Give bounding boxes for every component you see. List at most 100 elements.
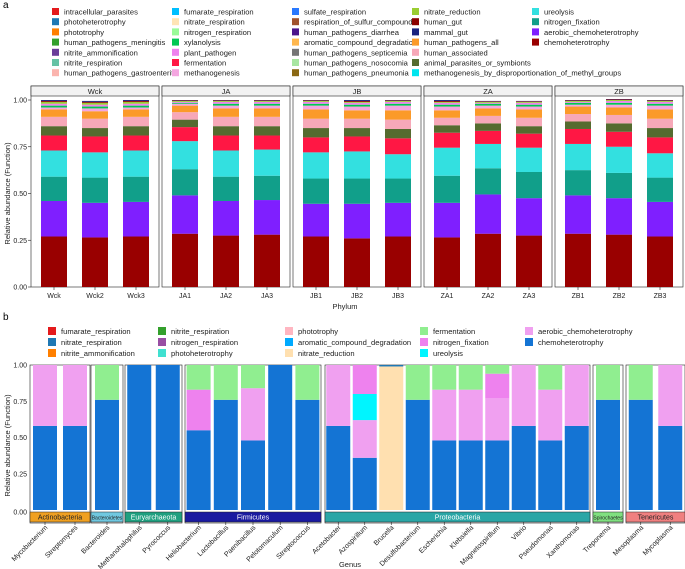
bar-segment-a [344, 178, 370, 204]
legend-b-label: photoheterotrophy [171, 349, 233, 358]
x-tick-label-a: JA2 [220, 293, 232, 300]
facet-title-a: ZB [614, 87, 624, 96]
bar-segment-a [82, 152, 108, 178]
bar-segment-a [254, 116, 280, 127]
x-axis-title-a: Phylum [332, 302, 357, 311]
bar-segment-b [538, 440, 563, 510]
legend-b-label: nitrogen_respiration [171, 338, 238, 347]
legend-a-label: human_associated [424, 48, 488, 57]
legend-a-label: aerobic_chemoheterotrophy [544, 28, 639, 37]
legend-a-swatch [172, 28, 179, 36]
bar-segment-a [565, 104, 591, 107]
bar-segment-b [186, 389, 211, 431]
bar-segment-a [516, 102, 542, 105]
bar-segment-a [82, 111, 108, 119]
legend-b-swatch [48, 327, 56, 335]
legend-a-swatch [412, 38, 419, 46]
bar-segment-a [565, 195, 591, 234]
bar-segment-a [82, 136, 108, 153]
bar-segment-a [344, 100, 370, 102]
bar-segment-a [606, 146, 632, 173]
facet-title-a: JA [222, 87, 231, 96]
bar-segment-b [241, 440, 265, 510]
bar-segment-a [565, 102, 591, 105]
x-tick-label-a: ZA1 [441, 293, 454, 300]
legend-b-label: nitrate_reduction [298, 349, 355, 358]
bar-segment-a [172, 102, 198, 104]
group-label-b: Actinobacteria [38, 515, 82, 522]
group-strip-b [324, 511, 591, 523]
bar-segment-a [213, 235, 239, 287]
facet-strip-a [161, 85, 291, 97]
x-tick-label-a: JB3 [392, 293, 404, 300]
bar-segment-a [172, 100, 198, 102]
legend-b-swatch [285, 338, 293, 346]
bar-segment-a [82, 106, 108, 109]
bar-segment-a [434, 106, 460, 111]
bar-segment-a [123, 101, 149, 104]
bar-segment-b [186, 365, 211, 390]
bar-segment-a [385, 101, 411, 104]
legend-b-label: chemoheterotrophy [538, 338, 604, 347]
y-tick-label-a: 0.75 [13, 144, 27, 151]
bar-segment-a [303, 101, 329, 104]
bar-segment-b [352, 457, 377, 510]
bar-segment-b [432, 440, 457, 510]
bar-segment-b [241, 365, 265, 389]
group-label-b: Euryarchaeota [131, 515, 177, 522]
bar-segment-b [405, 365, 430, 400]
bar-segment-a [123, 105, 149, 108]
legend-a-label: nitrate_respiration [184, 18, 245, 27]
legend-a-label: ureolysis [544, 8, 574, 17]
bar-segment-a [385, 138, 411, 155]
bar-segment-b [295, 399, 320, 510]
bar-segment-a [516, 126, 542, 134]
bar-segment-a [213, 103, 239, 106]
bar-segment-a [303, 105, 329, 110]
bar-segment-b [458, 440, 483, 510]
bar-segment-a [41, 100, 67, 101]
legend-b-swatch [48, 349, 56, 357]
bar-segment-a [647, 100, 673, 101]
legend-a-swatch [292, 69, 299, 77]
bar-segment-a [172, 119, 198, 128]
bar-segment-a [516, 133, 542, 148]
bar-segment-a [303, 118, 329, 129]
legend-a-swatch [52, 18, 59, 26]
bar-segment-a [606, 234, 632, 287]
x-tick-label-a: JA3 [261, 293, 273, 300]
bar-segment-a [123, 103, 149, 106]
bar-segment-a [41, 105, 67, 108]
bar-segment-a [606, 100, 632, 103]
bar-segment-a [254, 101, 280, 104]
bar-segment-a [434, 110, 460, 118]
y-tick-label-b: 1.00 [13, 363, 27, 370]
group-label-b: Proteobacteria [435, 515, 481, 522]
bar-segment-a [516, 104, 542, 107]
bar-segment-a [565, 114, 591, 122]
bar-segment-a [434, 147, 460, 176]
x-tick-label-b: Klebsiella [449, 524, 475, 550]
bar-segment-a [123, 236, 149, 287]
bar-segment-b [596, 365, 620, 400]
legend-a-swatch [52, 8, 59, 15]
bar-segment-a [172, 127, 198, 142]
legend-b-label: ureolysis [433, 349, 463, 358]
legend-b-label: fumarate_respiration [61, 327, 131, 336]
bar-segment-a [213, 200, 239, 236]
legend-a-swatch [412, 69, 419, 77]
legend-b-label: aerobic_chemoheterotrophy [538, 327, 633, 336]
bar-segment-a [565, 121, 591, 129]
bar-segment-a [434, 100, 460, 102]
group-panel-b [324, 364, 591, 524]
bar-segment-a [172, 100, 198, 101]
legend-a-swatch [52, 48, 59, 56]
x-tick-label-b: Pyrococcus [142, 524, 173, 555]
y-tick-label-b: 0.75 [13, 399, 27, 406]
legend-a-label: human_pathogens_nosocomia [304, 59, 409, 68]
bar-segment-a [475, 130, 501, 144]
bar-segment-a [647, 101, 673, 104]
legend-b-swatch [285, 327, 293, 335]
legend-b-label: phototrophy [298, 327, 338, 336]
